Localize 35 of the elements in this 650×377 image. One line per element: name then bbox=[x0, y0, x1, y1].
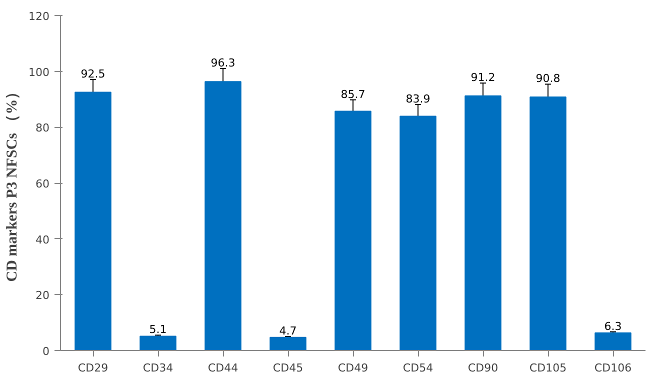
bar bbox=[204, 81, 242, 350]
bar bbox=[270, 336, 306, 350]
data-label: 91.2 bbox=[470, 71, 496, 84]
y-tick-label: 20 bbox=[36, 289, 50, 302]
y-tick-label: 60 bbox=[36, 178, 50, 190]
x-tick-label: CD49 bbox=[338, 362, 368, 374]
bar bbox=[464, 95, 502, 350]
y-tick-label: 0 bbox=[42, 345, 50, 358]
x-tick-label: CD105 bbox=[529, 362, 567, 374]
x-tick-label: CD106 bbox=[594, 362, 632, 374]
data-label: 92.5 bbox=[80, 67, 106, 80]
y-tick-label: 120 bbox=[28, 10, 50, 23]
y-tick-label: 80 bbox=[36, 122, 50, 135]
x-tick-label: CD90 bbox=[468, 362, 498, 374]
data-label: 96.3 bbox=[210, 56, 236, 70]
bar bbox=[334, 110, 372, 350]
x-tick-label: CD44 bbox=[208, 362, 238, 374]
data-label: 4.7 bbox=[279, 324, 297, 338]
data-label: 5.1 bbox=[149, 323, 167, 336]
bar bbox=[400, 116, 436, 350]
y-tick-label: 40 bbox=[36, 233, 50, 246]
data-label: 85.7 bbox=[340, 88, 366, 101]
y-axis-title: CD markers P3 NFSCs （%） bbox=[4, 84, 21, 282]
bar bbox=[530, 96, 566, 350]
x-tick-label: CD54 bbox=[402, 362, 434, 374]
bar bbox=[74, 92, 112, 350]
x-tick-label: CD29 bbox=[78, 362, 108, 374]
y-tick-label: 100 bbox=[28, 66, 50, 79]
bar bbox=[594, 332, 632, 350]
bar bbox=[140, 336, 176, 350]
data-label: 90.8 bbox=[536, 72, 560, 86]
data-label: 6.3 bbox=[604, 320, 622, 333]
data-label: 83.9 bbox=[406, 92, 430, 106]
x-tick-label: CD45 bbox=[272, 362, 304, 374]
x-tick-label: CD34 bbox=[142, 362, 174, 374]
